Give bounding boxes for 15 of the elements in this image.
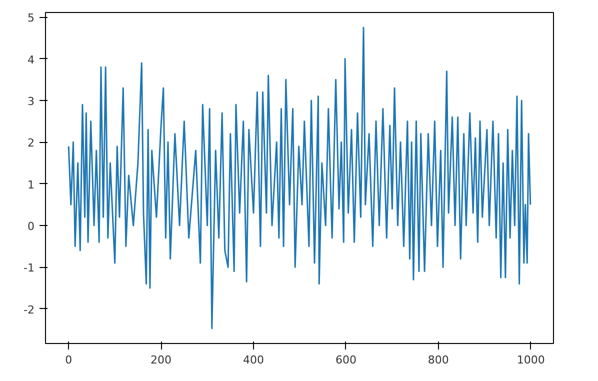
- x-tick-label: 800: [428, 354, 449, 366]
- y-tick-label: 4: [28, 53, 34, 66]
- y-tick-label: 3: [28, 94, 34, 108]
- y-tick-label: 0: [28, 220, 34, 234]
- x-tick-label: 400: [243, 354, 264, 366]
- x-tick-label: 200: [150, 354, 172, 366]
- y-tick-label: 2: [28, 136, 34, 150]
- x-tick-label: 1000: [516, 354, 545, 366]
- y-tick-label: -1: [24, 262, 34, 275]
- y-tick-label: 1: [28, 178, 34, 192]
- y-tick-label: 5: [28, 12, 34, 25]
- y-tick-label: -2: [24, 303, 34, 316]
- x-tick-label: 600: [335, 354, 356, 366]
- x-tick-label: 0: [65, 354, 72, 366]
- line-series: [68, 26, 532, 330]
